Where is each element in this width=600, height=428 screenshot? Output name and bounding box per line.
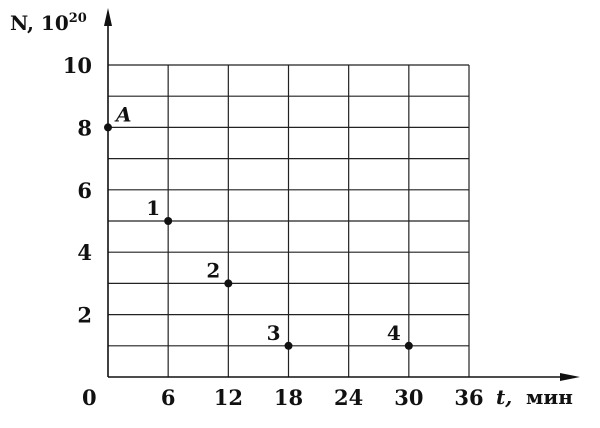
- x-tick-label: 12: [214, 385, 243, 410]
- point-label: 2: [206, 258, 220, 282]
- grid: [108, 64, 470, 377]
- x-tick-label: 6: [161, 385, 176, 410]
- data-point: [224, 279, 233, 288]
- y-axis-label: N, 10: [10, 11, 69, 35]
- data-points: A 1 2 3 4: [104, 102, 413, 350]
- y-tick-label: 2: [77, 303, 92, 328]
- y-tick-label: 4: [77, 240, 92, 265]
- y-axis-label-group: N, 1020: [10, 11, 87, 35]
- x-tick-label: 24: [334, 385, 363, 410]
- data-point: [404, 341, 413, 350]
- x-tick-label: 18: [274, 385, 303, 410]
- x-tick-label: 36: [454, 385, 483, 410]
- y-tick-label: 10: [63, 53, 92, 78]
- axes: [104, 8, 580, 381]
- point-label: 1: [146, 196, 160, 220]
- data-point: [104, 123, 112, 132]
- origin-label: 0: [82, 385, 97, 410]
- y-axis-label-exponent: 20: [69, 11, 87, 26]
- y-axis-arrow: [104, 8, 112, 26]
- point-label: A: [114, 102, 132, 126]
- y-tick-label: 6: [77, 178, 92, 203]
- x-tick-label: 30: [394, 385, 423, 410]
- x-axis-arrow: [560, 373, 580, 381]
- x-axis-unit: мин: [526, 385, 573, 409]
- point-label: 4: [387, 321, 401, 345]
- point-label: 3: [267, 321, 281, 345]
- y-tick-label: 8: [77, 115, 92, 140]
- data-point: [164, 217, 173, 225]
- x-axis-label: t,: [496, 385, 512, 409]
- data-point: [284, 341, 293, 350]
